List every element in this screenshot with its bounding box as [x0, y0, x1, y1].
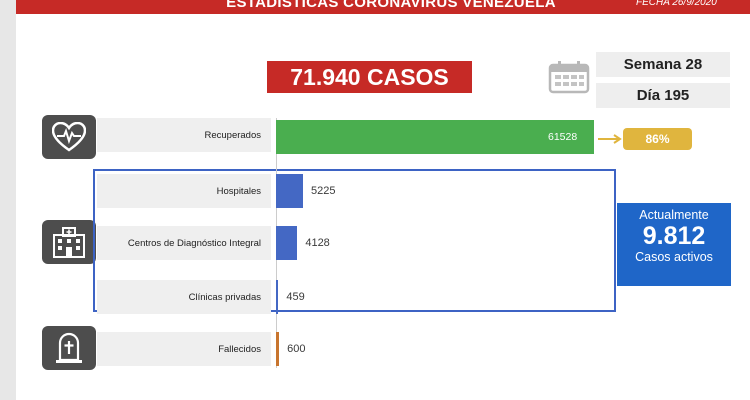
total-cases-box: 71.940 CASOS — [267, 61, 472, 93]
bar-cdi — [276, 226, 298, 260]
value-label-recuperados: 61528 — [548, 131, 578, 143]
value-label-hospitales: 5225 — [311, 185, 336, 197]
header-banner: ESTADÍSTICAS CORONAVIRUS VENEZUELA FECHA… — [16, 0, 750, 14]
bar-recuperados — [276, 120, 594, 154]
value-label-cdi: 4128 — [305, 237, 330, 249]
percent-arrow-icon — [598, 134, 622, 144]
bar-hospitales — [276, 174, 303, 208]
recovered-percent-badge: 86% — [623, 128, 692, 150]
bar-clinicas — [276, 280, 279, 314]
day-label: Día 195 — [596, 83, 730, 108]
grave-icon — [42, 326, 96, 370]
bar-label-cdi: Centros de Diagnóstico Integral — [97, 226, 271, 260]
bar-label-hospitales: Hospitales — [97, 174, 271, 208]
active-cases-line2: Casos activos — [635, 250, 713, 264]
calendar-icon — [548, 61, 590, 94]
left-edge — [0, 0, 16, 400]
bar-label-recuperados: Recuperados — [97, 118, 271, 152]
active-cases-value: 9.812 — [642, 222, 706, 250]
active-cases-box: Actualmente 9.812 Casos activos — [617, 203, 731, 286]
bar-label-clinicas: Clínicas privadas — [97, 280, 271, 314]
hospitalized-group-frame — [93, 169, 616, 312]
hospital-icon — [42, 220, 96, 264]
header-title: ESTADÍSTICAS CORONAVIRUS VENEZUELA — [226, 0, 556, 11]
active-cases-line1: Actualmente — [639, 208, 709, 222]
header-date: FECHA 26/9/2020 — [636, 0, 717, 8]
bar-fallecidos — [276, 332, 280, 366]
value-label-clinicas: 459 — [286, 291, 305, 303]
week-label: Semana 28 — [596, 52, 730, 77]
heart-icon — [42, 115, 96, 159]
value-label-fallecidos: 600 — [287, 343, 306, 355]
bar-label-fallecidos: Fallecidos — [97, 332, 271, 366]
